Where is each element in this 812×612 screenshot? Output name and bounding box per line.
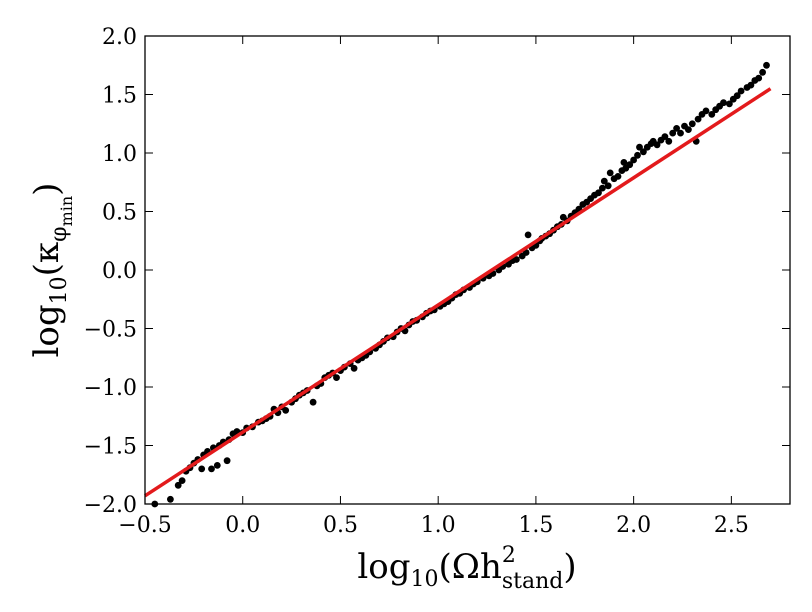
plot-area xyxy=(144,61,772,508)
data-point-129 xyxy=(677,129,684,137)
x-axis-label: log10(Ωh2 stand) xyxy=(357,543,576,594)
x-label-close: ) xyxy=(563,547,576,587)
y-tick-label-1: −1.5 xyxy=(84,435,137,460)
data-point-127 xyxy=(669,129,677,137)
x-tick-label-3: 1.0 xyxy=(421,513,456,538)
y-label-close: ) xyxy=(27,183,67,196)
x-tick-label-5: 2.0 xyxy=(616,513,651,538)
data-point-115 xyxy=(626,161,634,169)
data-point-137 xyxy=(708,111,716,118)
y-label-sub1: φ xyxy=(47,226,72,241)
data-point-16 xyxy=(223,457,231,465)
data-point-113 xyxy=(620,159,628,166)
data-point-131 xyxy=(685,126,692,133)
y-tick-label-5: 0.5 xyxy=(102,201,137,226)
y-tick-label-6: 1.0 xyxy=(102,142,137,167)
data-point-30 xyxy=(282,407,290,414)
data-point-116 xyxy=(630,156,637,164)
data-point-8 xyxy=(198,465,206,473)
data-point-3 xyxy=(178,477,186,484)
data-point-11 xyxy=(208,465,215,473)
y-tick-label-4: 0.0 xyxy=(102,259,137,284)
x-label-sup: 2 xyxy=(502,543,516,568)
data-point-143 xyxy=(733,92,741,100)
y-label-open: (κ xyxy=(27,242,67,277)
data-point-86 xyxy=(524,231,532,239)
data-point-123 xyxy=(653,141,661,149)
y-axis-label: log10(κφmin) xyxy=(27,183,76,358)
y-tick-label-0: −2.0 xyxy=(84,493,137,518)
data-point-1 xyxy=(167,495,174,503)
data-point-83 xyxy=(513,256,520,263)
data-point-111 xyxy=(614,173,622,180)
y-label-base: 10 xyxy=(47,276,72,304)
y-tick-label-2: −1.0 xyxy=(84,376,137,401)
data-point-117 xyxy=(634,151,641,159)
x-label-open: (Ωh xyxy=(438,547,501,587)
data-point-36 xyxy=(309,398,317,406)
data-point-2 xyxy=(174,481,182,489)
data-point-109 xyxy=(606,169,614,177)
data-point-132 xyxy=(688,120,696,128)
y-tick-label-3: −0.5 xyxy=(84,318,137,343)
data-point-42 xyxy=(333,374,340,381)
data-point-126 xyxy=(665,137,673,145)
data-point-46 xyxy=(350,364,358,372)
x-tick-label-0: −0.5 xyxy=(118,513,171,538)
y-label-prefix: log xyxy=(27,304,67,357)
y-tick-label-7: 1.5 xyxy=(102,84,137,109)
axis-ticks: −0.5 0.0 0.5 1.0 1.5 2.0 2.5 −2.0 −1.5 −1.0 −0.5 0.… xyxy=(84,25,790,538)
x-tick-label-6: 2.5 xyxy=(714,513,749,538)
data-point-144 xyxy=(737,87,745,95)
x-tick-label-1: 0.0 xyxy=(225,513,260,538)
fit-line xyxy=(144,87,772,498)
data-point-141 xyxy=(726,100,733,108)
x-tick-label-2: 0.5 xyxy=(323,513,358,538)
data-point-118 xyxy=(636,143,643,151)
data-point-119 xyxy=(640,148,647,156)
x-label-base: 10 xyxy=(410,567,438,592)
x-tick-label-4: 1.5 xyxy=(518,513,553,538)
data-point-149 xyxy=(759,68,766,76)
data-point-108 xyxy=(604,182,612,190)
x-label-prefix: log xyxy=(357,547,410,587)
data-point-125 xyxy=(661,133,669,141)
data-point-134 xyxy=(694,115,702,123)
y-tick-label-8: 2.0 xyxy=(102,25,137,50)
data-point-128 xyxy=(673,124,680,132)
data-point-140 xyxy=(720,99,727,107)
data-point-107 xyxy=(600,177,608,185)
data-point-106 xyxy=(599,184,606,192)
data-point-150 xyxy=(763,61,770,69)
data-point-146 xyxy=(747,81,755,89)
y-label-sub2: min xyxy=(57,196,76,227)
data-point-13 xyxy=(213,462,221,469)
data-point-148 xyxy=(755,74,763,82)
data-point-136 xyxy=(702,107,710,115)
x-label-sub: stand xyxy=(502,569,564,594)
data-point-105 xyxy=(595,189,602,197)
plot-frame xyxy=(144,35,791,505)
